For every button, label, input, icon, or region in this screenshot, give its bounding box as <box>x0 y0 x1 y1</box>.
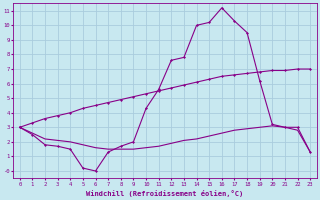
X-axis label: Windchill (Refroidissement éolien,°C): Windchill (Refroidissement éolien,°C) <box>86 190 244 197</box>
